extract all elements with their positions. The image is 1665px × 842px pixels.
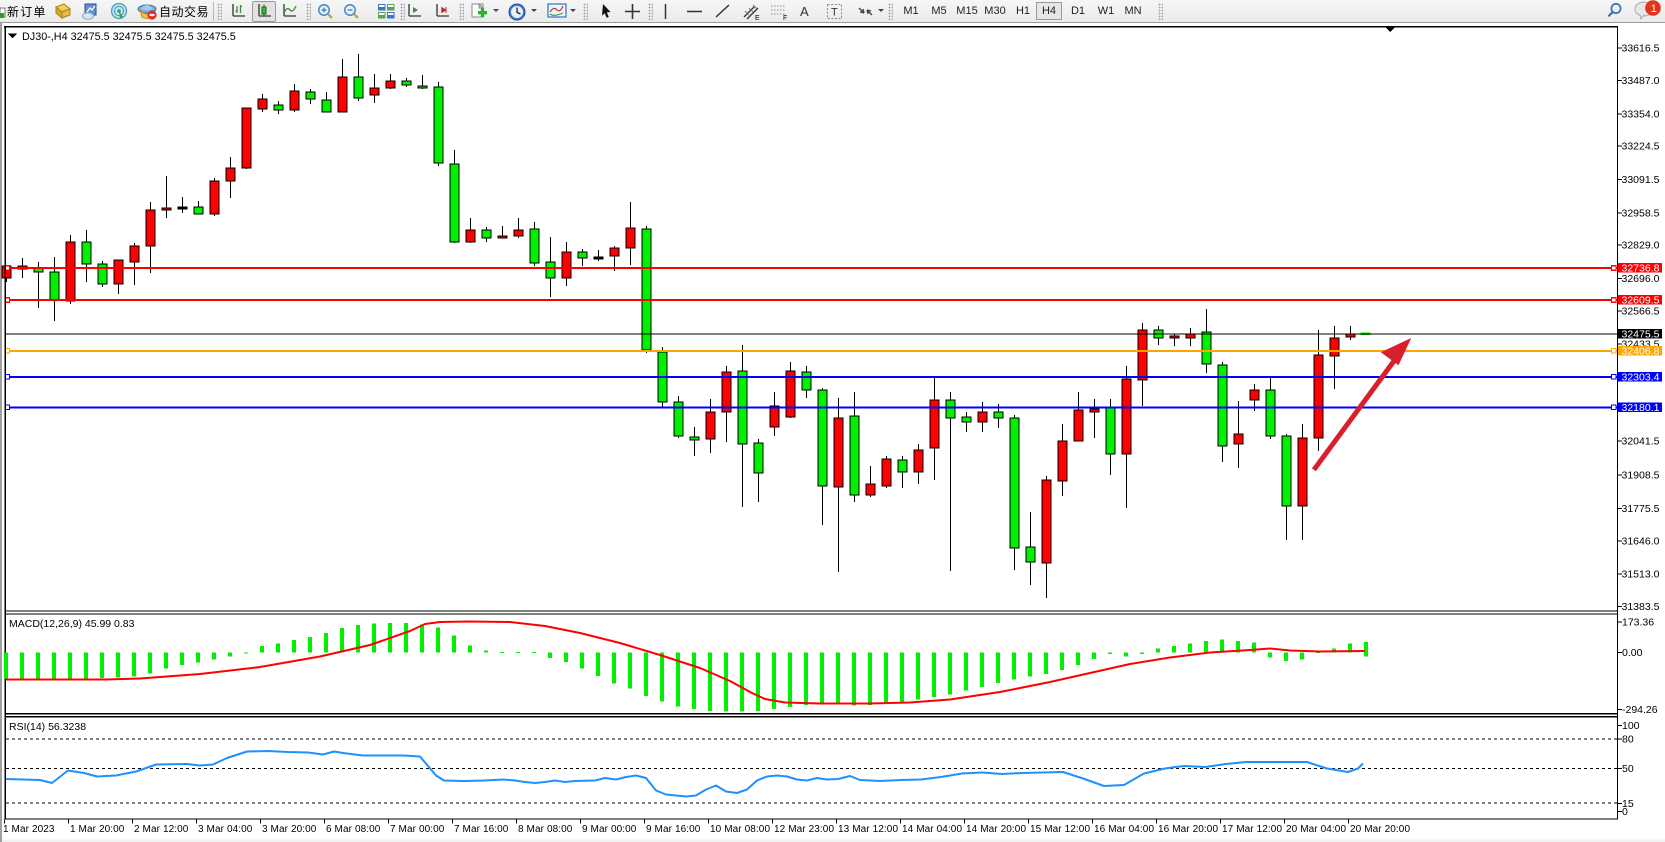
svg-text:2 Mar 12:00: 2 Mar 12:00 (134, 824, 189, 835)
svg-text:13 Mar 12:00: 13 Mar 12:00 (838, 824, 898, 835)
svg-text:33224.5: 33224.5 (1622, 141, 1660, 153)
svg-text:3 Mar 20:00: 3 Mar 20:00 (262, 824, 317, 835)
svg-text:9 Mar 00:00: 9 Mar 00:00 (582, 824, 637, 835)
svg-text:33616.5: 33616.5 (1622, 43, 1660, 55)
svg-text:16 Mar 20:00: 16 Mar 20:00 (1158, 824, 1218, 835)
svg-text:9 Mar 16:00: 9 Mar 16:00 (646, 824, 701, 835)
svg-text:32736.8: 32736.8 (1622, 263, 1660, 275)
svg-text:1: 1 (1651, 3, 1657, 15)
svg-text:32180.1: 32180.1 (1622, 402, 1660, 414)
svg-text:DJ30-,H4 32475.5 32475.5 3247: DJ30-,H4 32475.5 32475.5 32475.5 32475.5 (22, 31, 236, 43)
svg-text:1 Mar 2023: 1 Mar 2023 (3, 824, 55, 835)
svg-text:32609.5: 32609.5 (1622, 295, 1660, 307)
svg-text:50: 50 (1622, 763, 1634, 775)
svg-text:MACD(12,26,9) 45.99 0.83: MACD(12,26,9) 45.99 0.83 (9, 618, 135, 630)
svg-text:15 Mar 12:00: 15 Mar 12:00 (1030, 824, 1090, 835)
svg-text:T: T (831, 7, 838, 19)
svg-text:12 Mar 23:00: 12 Mar 23:00 (774, 824, 834, 835)
svg-text:33487.0: 33487.0 (1622, 75, 1660, 87)
svg-text:6 Mar 08:00: 6 Mar 08:00 (326, 824, 381, 835)
svg-text:100: 100 (1622, 720, 1640, 732)
svg-text:7 Mar 16:00: 7 Mar 16:00 (454, 824, 509, 835)
svg-text:14 Mar 20:00: 14 Mar 20:00 (966, 824, 1026, 835)
svg-text:1 Mar 20:00: 1 Mar 20:00 (70, 824, 125, 835)
svg-text:32041.5: 32041.5 (1622, 436, 1660, 448)
svg-text:32566.5: 32566.5 (1622, 306, 1660, 318)
svg-text:32696.0: 32696.0 (1622, 273, 1660, 285)
svg-text:31646.0: 31646.0 (1622, 536, 1660, 548)
svg-text:31775.5: 31775.5 (1622, 503, 1660, 515)
svg-text:31383.5: 31383.5 (1622, 601, 1660, 613)
svg-text:16 Mar 04:00: 16 Mar 04:00 (1094, 824, 1154, 835)
svg-text:3 Mar 04:00: 3 Mar 04:00 (198, 824, 253, 835)
svg-text:31908.5: 31908.5 (1622, 470, 1660, 482)
svg-text:20 Mar 04:00: 20 Mar 04:00 (1286, 824, 1346, 835)
svg-text:32958.5: 32958.5 (1622, 208, 1660, 220)
svg-text:F: F (783, 15, 787, 21)
svg-text:32406.8: 32406.8 (1622, 345, 1660, 357)
svg-text:31513.0: 31513.0 (1622, 569, 1660, 581)
svg-text:173.36: 173.36 (1622, 617, 1654, 629)
svg-text:17 Mar 12:00: 17 Mar 12:00 (1222, 824, 1282, 835)
svg-text:E: E (755, 15, 760, 21)
svg-text:7 Mar 00:00: 7 Mar 00:00 (390, 824, 445, 835)
svg-text:33354.0: 33354.0 (1622, 109, 1660, 121)
svg-text:33091.5: 33091.5 (1622, 174, 1660, 186)
svg-text:-294.26: -294.26 (1622, 704, 1658, 716)
svg-text:10 Mar 08:00: 10 Mar 08:00 (710, 824, 770, 835)
svg-text:14 Mar 04:00: 14 Mar 04:00 (902, 824, 962, 835)
svg-text:32303.4: 32303.4 (1622, 371, 1660, 383)
svg-text:15: 15 (1622, 798, 1634, 810)
svg-text:RSI(14) 56.3238: RSI(14) 56.3238 (9, 721, 86, 733)
svg-text:32475.5: 32475.5 (1622, 329, 1660, 341)
svg-text:80: 80 (1622, 734, 1634, 746)
svg-text:20 Mar 20:00: 20 Mar 20:00 (1350, 824, 1410, 835)
svg-text:0: 0 (1622, 806, 1628, 818)
svg-text:32829.0: 32829.0 (1622, 240, 1660, 252)
svg-text:8 Mar 08:00: 8 Mar 08:00 (518, 824, 573, 835)
svg-text:0.00: 0.00 (1622, 647, 1643, 659)
